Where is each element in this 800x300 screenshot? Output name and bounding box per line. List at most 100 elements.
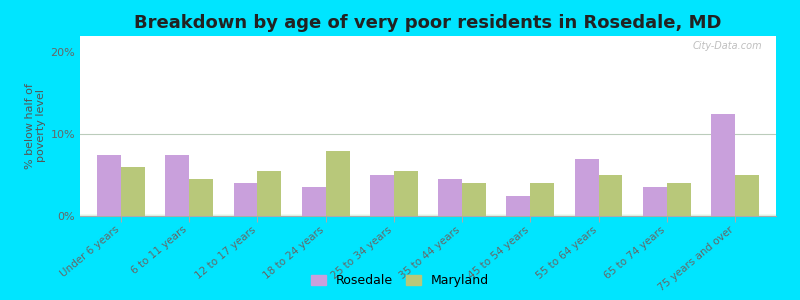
Bar [574,159,598,216]
Bar [80,215,776,216]
Bar [80,214,776,215]
Bar [80,215,776,216]
Bar [80,215,776,216]
Bar [80,214,776,215]
Bar [80,215,776,216]
Bar [80,215,776,216]
Bar [80,214,776,215]
Bar [80,215,776,216]
Bar [80,214,776,215]
Bar [80,215,776,216]
Bar [80,214,776,215]
Bar [80,214,776,215]
Bar [80,214,776,215]
Bar [80,214,776,215]
Bar [80,214,776,215]
Bar [80,214,776,215]
Bar [80,214,776,215]
Bar [80,215,776,216]
Bar [80,214,776,215]
Bar [667,183,690,216]
Bar [80,214,776,215]
Bar [80,214,776,215]
Bar [80,214,776,215]
Bar [80,215,776,216]
Bar [80,215,776,216]
Bar [80,214,776,215]
Bar [80,215,776,216]
Y-axis label: % below half of
poverty level: % below half of poverty level [25,83,46,169]
Bar [80,214,776,215]
Bar [80,214,776,215]
Bar [97,154,121,216]
Bar [80,215,776,216]
Bar [80,214,776,215]
Bar [80,214,776,215]
Bar [302,188,326,216]
Bar [80,215,776,216]
Bar [80,214,776,215]
Bar [80,214,776,215]
Bar [80,215,776,216]
Bar [80,214,776,215]
Bar [80,215,776,216]
Bar [80,214,776,215]
Bar [80,215,776,216]
Bar [80,215,776,216]
Bar [80,214,776,215]
Bar [80,214,776,215]
Bar [80,214,776,215]
Bar [80,215,776,216]
Bar [80,214,776,215]
Bar [80,215,776,216]
Bar [80,214,776,215]
Bar [80,214,776,215]
Bar [80,215,776,216]
Bar [80,215,776,216]
Bar [80,215,776,216]
Bar [80,214,776,215]
Bar [438,179,462,216]
Bar [80,215,776,216]
Bar [80,215,776,216]
Bar [80,215,776,216]
Bar [80,214,776,215]
Bar [80,214,776,215]
Bar [80,215,776,216]
Bar [80,215,776,216]
Bar [80,215,776,216]
Bar [80,214,776,215]
Bar [80,214,776,215]
Bar [80,215,776,216]
Bar [370,175,394,216]
Bar [80,215,776,216]
Bar [80,214,776,215]
Bar [80,215,776,216]
Bar [598,175,622,216]
Bar [80,215,776,216]
Bar [80,214,776,215]
Bar [80,214,776,215]
Bar [80,214,776,215]
Bar [80,214,776,215]
Bar [80,215,776,216]
Bar [80,215,776,216]
Bar [80,214,776,215]
Bar [80,215,776,216]
Bar [80,214,776,215]
Bar [80,215,776,216]
Bar [80,215,776,216]
Bar [462,183,486,216]
Bar [80,215,776,216]
Bar [80,215,776,216]
Bar [80,215,776,216]
Bar [80,215,776,216]
Bar [80,214,776,215]
Bar [80,214,776,215]
Bar [80,214,776,215]
Bar [80,214,776,215]
Bar [121,167,145,216]
Bar [80,215,776,216]
Bar [80,215,776,216]
Bar [80,214,776,215]
